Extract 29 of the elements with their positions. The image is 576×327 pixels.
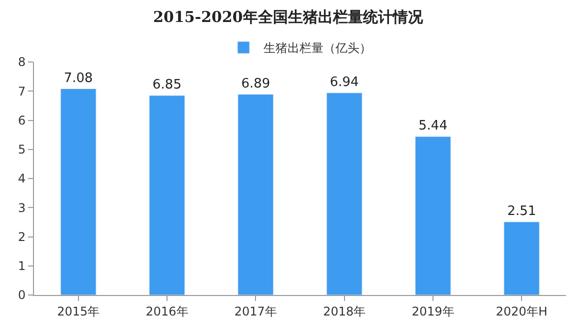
x-tick-label: 2020年H xyxy=(496,304,548,318)
chart-title: 2015-2020年全国生猪出栏量统计情况 xyxy=(153,8,424,26)
x-tick-label: 2018年 xyxy=(323,304,366,318)
y-tick-label: 8 xyxy=(18,55,26,70)
x-tick-label: 2015年 xyxy=(57,304,100,318)
y-tick-label: 4 xyxy=(18,172,26,186)
data-label: 6.94 xyxy=(330,74,359,90)
x-tick-label: 2019年 xyxy=(412,304,454,318)
bar xyxy=(504,222,540,295)
x-tick-label: 2016年 xyxy=(146,304,188,318)
data-label: 6.85 xyxy=(152,77,182,92)
bar xyxy=(238,94,274,295)
x-tick-label: 2017年 xyxy=(234,304,277,318)
bar xyxy=(60,88,96,295)
bar xyxy=(149,95,185,295)
data-label: 6.89 xyxy=(241,76,270,92)
y-tick-label: 0 xyxy=(18,288,26,302)
bar xyxy=(415,136,451,295)
y-tick-label: 7 xyxy=(18,84,26,98)
y-tick-label: 3 xyxy=(18,200,26,215)
y-tick-label: 1 xyxy=(18,259,26,274)
data-label: 5.44 xyxy=(418,118,448,134)
legend-label: 生猪出栏量（亿头） xyxy=(264,41,372,56)
bar xyxy=(326,92,362,295)
data-label: 2.51 xyxy=(507,204,536,219)
data-label: 7.08 xyxy=(64,70,93,86)
y-tick-label: 5 xyxy=(18,142,26,157)
y-tick-label: 2 xyxy=(18,230,26,244)
y-tick-label: 6 xyxy=(18,113,26,128)
